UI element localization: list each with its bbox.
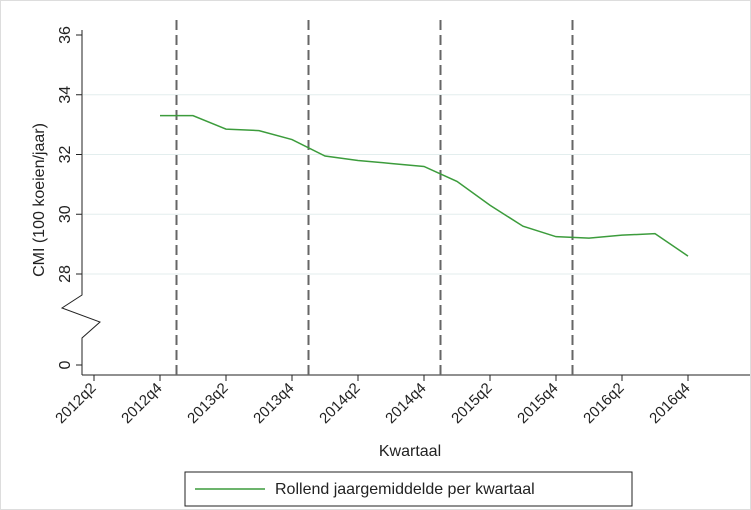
y-tick-label: 34 xyxy=(57,86,74,104)
y-axis xyxy=(60,30,101,375)
data-line xyxy=(160,114,689,257)
y-tick-label: 32 xyxy=(57,146,74,164)
y-tick-label: 30 xyxy=(57,205,74,223)
x-axis-title: Kwartaal xyxy=(379,443,441,460)
y-tick-label: 36 xyxy=(57,26,74,44)
y-tick-label: 0 xyxy=(57,360,74,369)
y-tick-label: 28 xyxy=(57,265,74,283)
legend-label: Rollend jaargemiddelde per kwartaal xyxy=(275,481,535,498)
y-axis-title: CMI (100 koeien/jaar) xyxy=(31,123,48,277)
